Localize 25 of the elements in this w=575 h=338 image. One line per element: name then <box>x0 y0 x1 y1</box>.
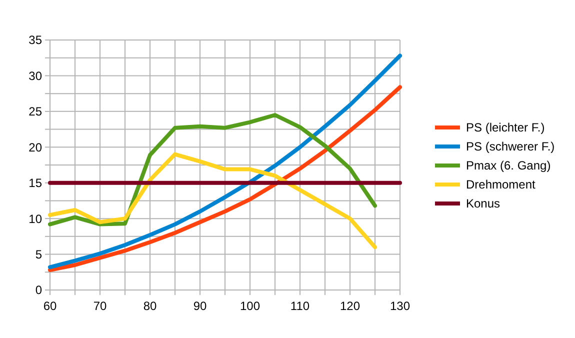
x-tick-label: 90 <box>193 299 207 313</box>
y-tick-label: 30 <box>28 68 42 83</box>
line-series <box>48 85 402 272</box>
y-tick-label: 35 <box>28 33 42 48</box>
x-tick-label: 100 <box>240 299 260 313</box>
x-tick-label: 130 <box>390 299 410 313</box>
line-series <box>48 113 377 226</box>
y-tick-label: 0 <box>35 283 42 298</box>
legend-label: Drehmoment <box>466 178 536 192</box>
x-tick-label: 70 <box>93 299 107 313</box>
line-series <box>48 54 402 270</box>
x-tick-label: 60 <box>43 299 57 313</box>
y-tick-label: 20 <box>28 140 42 154</box>
x-tick-label: 80 <box>143 299 157 313</box>
legend-label: Konus <box>466 196 500 211</box>
y-tick-label: 10 <box>28 212 42 226</box>
legend-label: PS (leichter F.) <box>466 120 545 135</box>
legend-label: Pmax (6. Gang) <box>466 158 551 173</box>
legend-label: PS (schwerer F.) <box>466 140 555 154</box>
y-tick-label: 5 <box>35 247 42 262</box>
y-tick-label: 15 <box>28 176 42 190</box>
x-tick-label: 120 <box>340 299 360 313</box>
line-series <box>48 152 377 250</box>
x-tick-label: 110 <box>290 299 310 313</box>
y-tick-label: 25 <box>28 104 42 119</box>
